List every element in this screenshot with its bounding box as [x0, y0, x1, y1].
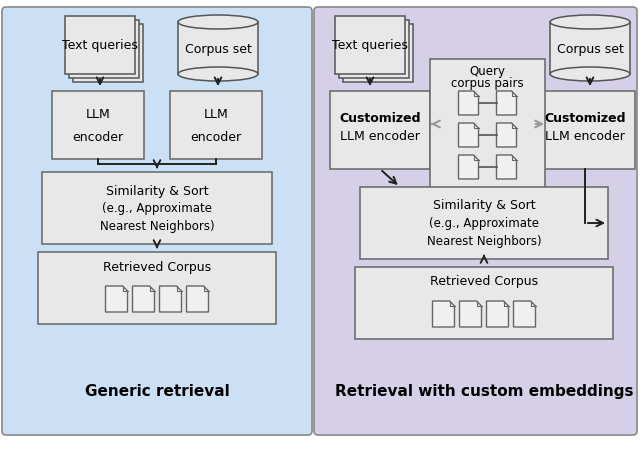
- Text: Customized: Customized: [544, 111, 626, 124]
- FancyBboxPatch shape: [535, 92, 635, 170]
- FancyBboxPatch shape: [73, 25, 143, 83]
- Text: corpus pairs: corpus pairs: [451, 77, 524, 90]
- Text: Generic retrieval: Generic retrieval: [84, 384, 229, 398]
- Text: (e.g., Approximate: (e.g., Approximate: [429, 217, 539, 230]
- Text: LLM encoder: LLM encoder: [340, 129, 420, 142]
- Text: Text queries: Text queries: [332, 39, 408, 52]
- Ellipse shape: [178, 68, 258, 82]
- FancyBboxPatch shape: [65, 17, 135, 75]
- Text: Text queries: Text queries: [62, 39, 138, 52]
- FancyBboxPatch shape: [2, 8, 312, 435]
- Polygon shape: [458, 156, 479, 179]
- Text: encoder: encoder: [72, 130, 124, 144]
- Text: Retrieval with custom embeddings: Retrieval with custom embeddings: [335, 384, 633, 398]
- FancyBboxPatch shape: [355, 268, 613, 339]
- FancyBboxPatch shape: [314, 8, 637, 435]
- Polygon shape: [458, 92, 479, 116]
- Polygon shape: [497, 156, 516, 179]
- Text: Similarity & Sort: Similarity & Sort: [433, 199, 535, 212]
- Polygon shape: [497, 92, 516, 116]
- Text: LLM: LLM: [204, 108, 228, 121]
- Text: encoder: encoder: [191, 130, 241, 144]
- FancyBboxPatch shape: [38, 252, 276, 325]
- FancyBboxPatch shape: [69, 21, 139, 79]
- Ellipse shape: [550, 68, 630, 82]
- Ellipse shape: [550, 16, 630, 30]
- Polygon shape: [106, 286, 127, 312]
- Polygon shape: [486, 302, 509, 327]
- Text: Retrieved Corpus: Retrieved Corpus: [103, 260, 211, 273]
- Text: Query: Query: [470, 65, 506, 78]
- FancyBboxPatch shape: [42, 173, 272, 245]
- Text: Corpus set: Corpus set: [557, 42, 623, 56]
- Polygon shape: [159, 286, 182, 312]
- FancyBboxPatch shape: [330, 92, 430, 170]
- Polygon shape: [433, 302, 454, 327]
- FancyBboxPatch shape: [335, 17, 405, 75]
- Text: (e.g., Approximate: (e.g., Approximate: [102, 202, 212, 215]
- Polygon shape: [458, 124, 479, 148]
- FancyBboxPatch shape: [430, 60, 545, 190]
- Polygon shape: [132, 286, 154, 312]
- Bar: [178, 23, 258, 75]
- Bar: [550, 23, 630, 75]
- Text: Corpus set: Corpus set: [184, 42, 252, 56]
- Text: Nearest Neighbors): Nearest Neighbors): [427, 235, 541, 248]
- Text: Nearest Neighbors): Nearest Neighbors): [100, 220, 214, 233]
- FancyBboxPatch shape: [170, 92, 262, 160]
- Text: LLM: LLM: [86, 108, 110, 121]
- Text: LLM encoder: LLM encoder: [545, 129, 625, 142]
- FancyBboxPatch shape: [343, 25, 413, 83]
- Polygon shape: [460, 302, 481, 327]
- Text: Customized: Customized: [339, 111, 420, 124]
- FancyBboxPatch shape: [52, 92, 144, 160]
- Text: Similarity & Sort: Similarity & Sort: [106, 184, 208, 197]
- FancyBboxPatch shape: [360, 188, 608, 259]
- Polygon shape: [513, 302, 536, 327]
- Text: Retrieved Corpus: Retrieved Corpus: [430, 275, 538, 288]
- Polygon shape: [497, 124, 516, 148]
- FancyBboxPatch shape: [339, 21, 409, 79]
- Ellipse shape: [178, 16, 258, 30]
- Polygon shape: [186, 286, 209, 312]
